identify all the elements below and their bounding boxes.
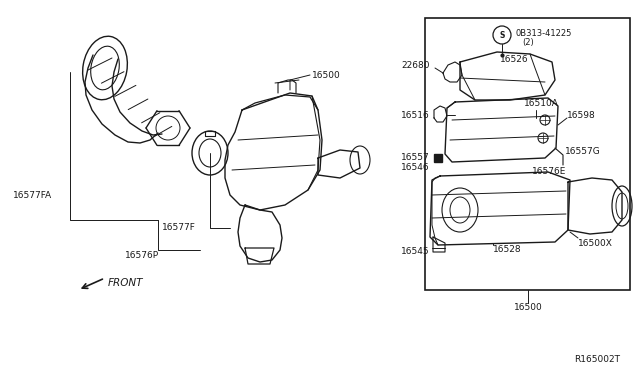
Text: 0B313-41225: 0B313-41225: [515, 29, 572, 38]
Text: 16528: 16528: [493, 246, 522, 254]
Text: 22680: 22680: [401, 61, 430, 71]
Text: 16510A: 16510A: [524, 99, 559, 109]
Text: 16576P: 16576P: [125, 250, 159, 260]
Text: (2): (2): [522, 38, 534, 48]
Text: 16545: 16545: [401, 247, 430, 257]
Text: 16577F: 16577F: [162, 224, 196, 232]
Text: FRONT: FRONT: [108, 278, 143, 288]
Text: S: S: [499, 32, 505, 41]
Text: 16557: 16557: [401, 153, 430, 161]
Text: 16577FA: 16577FA: [13, 190, 52, 199]
Text: 16500: 16500: [514, 304, 542, 312]
Text: R165002T: R165002T: [574, 356, 620, 365]
Text: 16576E: 16576E: [532, 167, 566, 176]
Text: 16598: 16598: [567, 110, 596, 119]
Text: 16500: 16500: [312, 71, 340, 80]
Text: 16500X: 16500X: [578, 240, 613, 248]
Text: 16516: 16516: [401, 110, 430, 119]
Bar: [425, 18, 630, 290]
Bar: [434, 154, 442, 162]
Text: 16526: 16526: [500, 55, 529, 64]
Text: 16546: 16546: [401, 163, 430, 171]
Text: 16557G: 16557G: [565, 148, 601, 157]
